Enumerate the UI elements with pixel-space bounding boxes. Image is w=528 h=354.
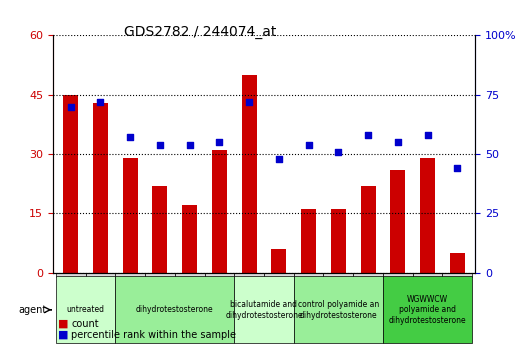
Point	[305, 142, 313, 147]
Bar	[242, 75, 257, 273]
FancyBboxPatch shape	[383, 276, 472, 343]
FancyBboxPatch shape	[234, 276, 294, 343]
Bar	[182, 206, 197, 273]
Point	[394, 139, 402, 145]
Point	[126, 135, 134, 140]
Point	[96, 99, 105, 105]
FancyBboxPatch shape	[294, 276, 383, 343]
Point	[453, 165, 461, 171]
FancyBboxPatch shape	[442, 273, 472, 277]
Bar	[122, 158, 138, 273]
Point	[245, 99, 253, 105]
FancyBboxPatch shape	[145, 273, 175, 277]
Point	[275, 156, 283, 162]
Text: ■: ■	[58, 330, 69, 339]
Text: agent: agent	[18, 305, 47, 315]
FancyBboxPatch shape	[115, 276, 234, 343]
Point	[67, 104, 75, 109]
Text: count: count	[71, 319, 99, 329]
Bar	[420, 158, 435, 273]
Text: bicalutamide and
dihydrotestosterone: bicalutamide and dihydrotestosterone	[225, 300, 303, 320]
Text: untreated: untreated	[67, 306, 105, 314]
Text: dihydrotestosterone: dihydrotestosterone	[136, 306, 213, 314]
Point	[215, 139, 223, 145]
FancyBboxPatch shape	[56, 276, 115, 343]
FancyBboxPatch shape	[56, 273, 86, 277]
FancyBboxPatch shape	[294, 273, 324, 277]
Bar	[93, 103, 108, 273]
FancyBboxPatch shape	[86, 273, 115, 277]
FancyBboxPatch shape	[115, 273, 145, 277]
Text: WGWWCW
polyamide and
dihydrotestosterone: WGWWCW polyamide and dihydrotestosterone	[389, 295, 466, 325]
FancyBboxPatch shape	[383, 273, 413, 277]
Bar	[390, 170, 406, 273]
Text: ■: ■	[58, 319, 69, 329]
Text: GDS2782 / 244074_at: GDS2782 / 244074_at	[125, 25, 277, 39]
Point	[185, 142, 194, 147]
Bar	[301, 210, 316, 273]
Text: control polyamide an
dihydrotestosterone: control polyamide an dihydrotestosterone	[298, 300, 379, 320]
Bar	[450, 253, 465, 273]
FancyBboxPatch shape	[324, 273, 353, 277]
Text: percentile rank within the sample: percentile rank within the sample	[71, 330, 237, 339]
FancyBboxPatch shape	[264, 273, 294, 277]
Bar	[63, 95, 78, 273]
Bar	[212, 150, 227, 273]
Point	[334, 149, 343, 155]
Bar	[271, 249, 286, 273]
FancyBboxPatch shape	[204, 273, 234, 277]
FancyBboxPatch shape	[234, 273, 264, 277]
Bar	[331, 210, 346, 273]
Bar	[361, 186, 375, 273]
Point	[364, 132, 372, 138]
Point	[423, 132, 432, 138]
Bar	[153, 186, 167, 273]
FancyBboxPatch shape	[175, 273, 204, 277]
Point	[156, 142, 164, 147]
FancyBboxPatch shape	[413, 273, 442, 277]
FancyBboxPatch shape	[353, 273, 383, 277]
